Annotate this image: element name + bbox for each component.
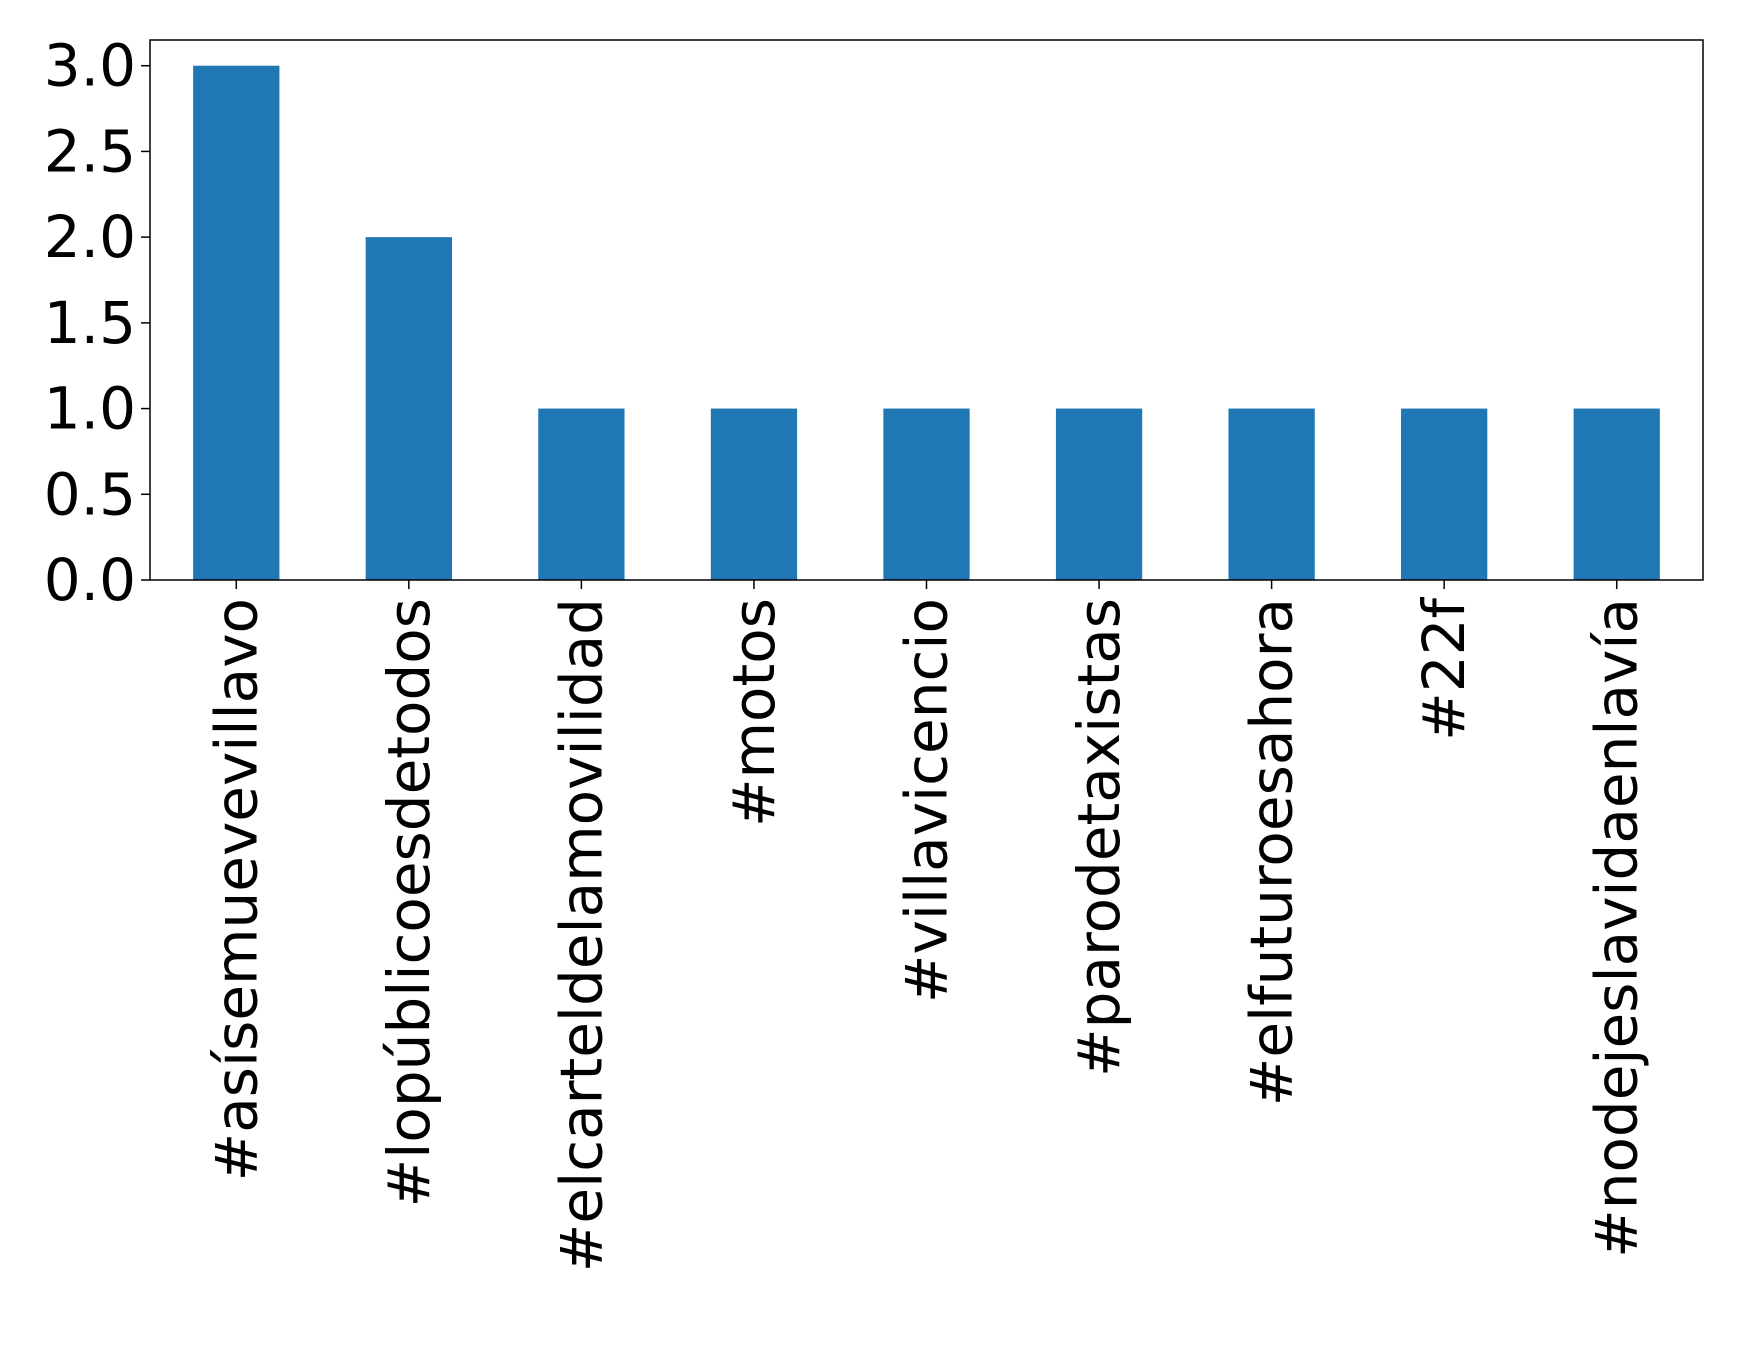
- y-tick-label-1: 0.5: [44, 460, 136, 528]
- bar-4: [883, 408, 970, 580]
- x-tick-label-7: #22f: [1410, 596, 1478, 740]
- bars-layer: [193, 65, 1660, 580]
- y-tick-label-6: 3.0: [44, 32, 136, 100]
- plot-frame: [149, 39, 1704, 581]
- y-axis: 0.0 0.5 1.0 1.5 2.0 2.5 3.0: [44, 32, 150, 614]
- bar-5: [1055, 408, 1143, 580]
- x-tick-label-1: #lopúblicoesdetodos: [375, 598, 443, 1207]
- x-tick-label-2: #elcarteldelamovilidad: [547, 598, 615, 1272]
- x-tick-label-5: #parodetaxistas: [1065, 598, 1133, 1077]
- y-tick-label-4: 2.0: [44, 203, 136, 271]
- x-tick-label-4: #villavicencio: [893, 598, 961, 1003]
- bar-0: [193, 65, 280, 580]
- y-tick-label-0: 0.0: [44, 546, 136, 614]
- bar-8: [1573, 408, 1660, 580]
- x-tick-label-6: #elfuturoesahora: [1238, 598, 1306, 1106]
- y-tick-label-3: 1.5: [44, 289, 136, 357]
- x-tick-label-0: #asísemuevevillavo: [202, 598, 270, 1181]
- bar-3: [710, 408, 798, 580]
- y-tick-label-5: 2.5: [44, 117, 136, 185]
- y-tick-label-2: 1.0: [44, 375, 136, 443]
- bar-2: [538, 408, 625, 580]
- bar-7: [1401, 408, 1488, 580]
- bar-6: [1228, 408, 1315, 580]
- bar-1: [365, 237, 452, 580]
- x-axis: #asísemuevevillavo #lopúblicoesdetodos #el…: [202, 580, 1651, 1272]
- x-tick-label-3: #motos: [720, 598, 788, 827]
- x-tick-label-8: #nodejeslavidaenlavía: [1583, 598, 1651, 1258]
